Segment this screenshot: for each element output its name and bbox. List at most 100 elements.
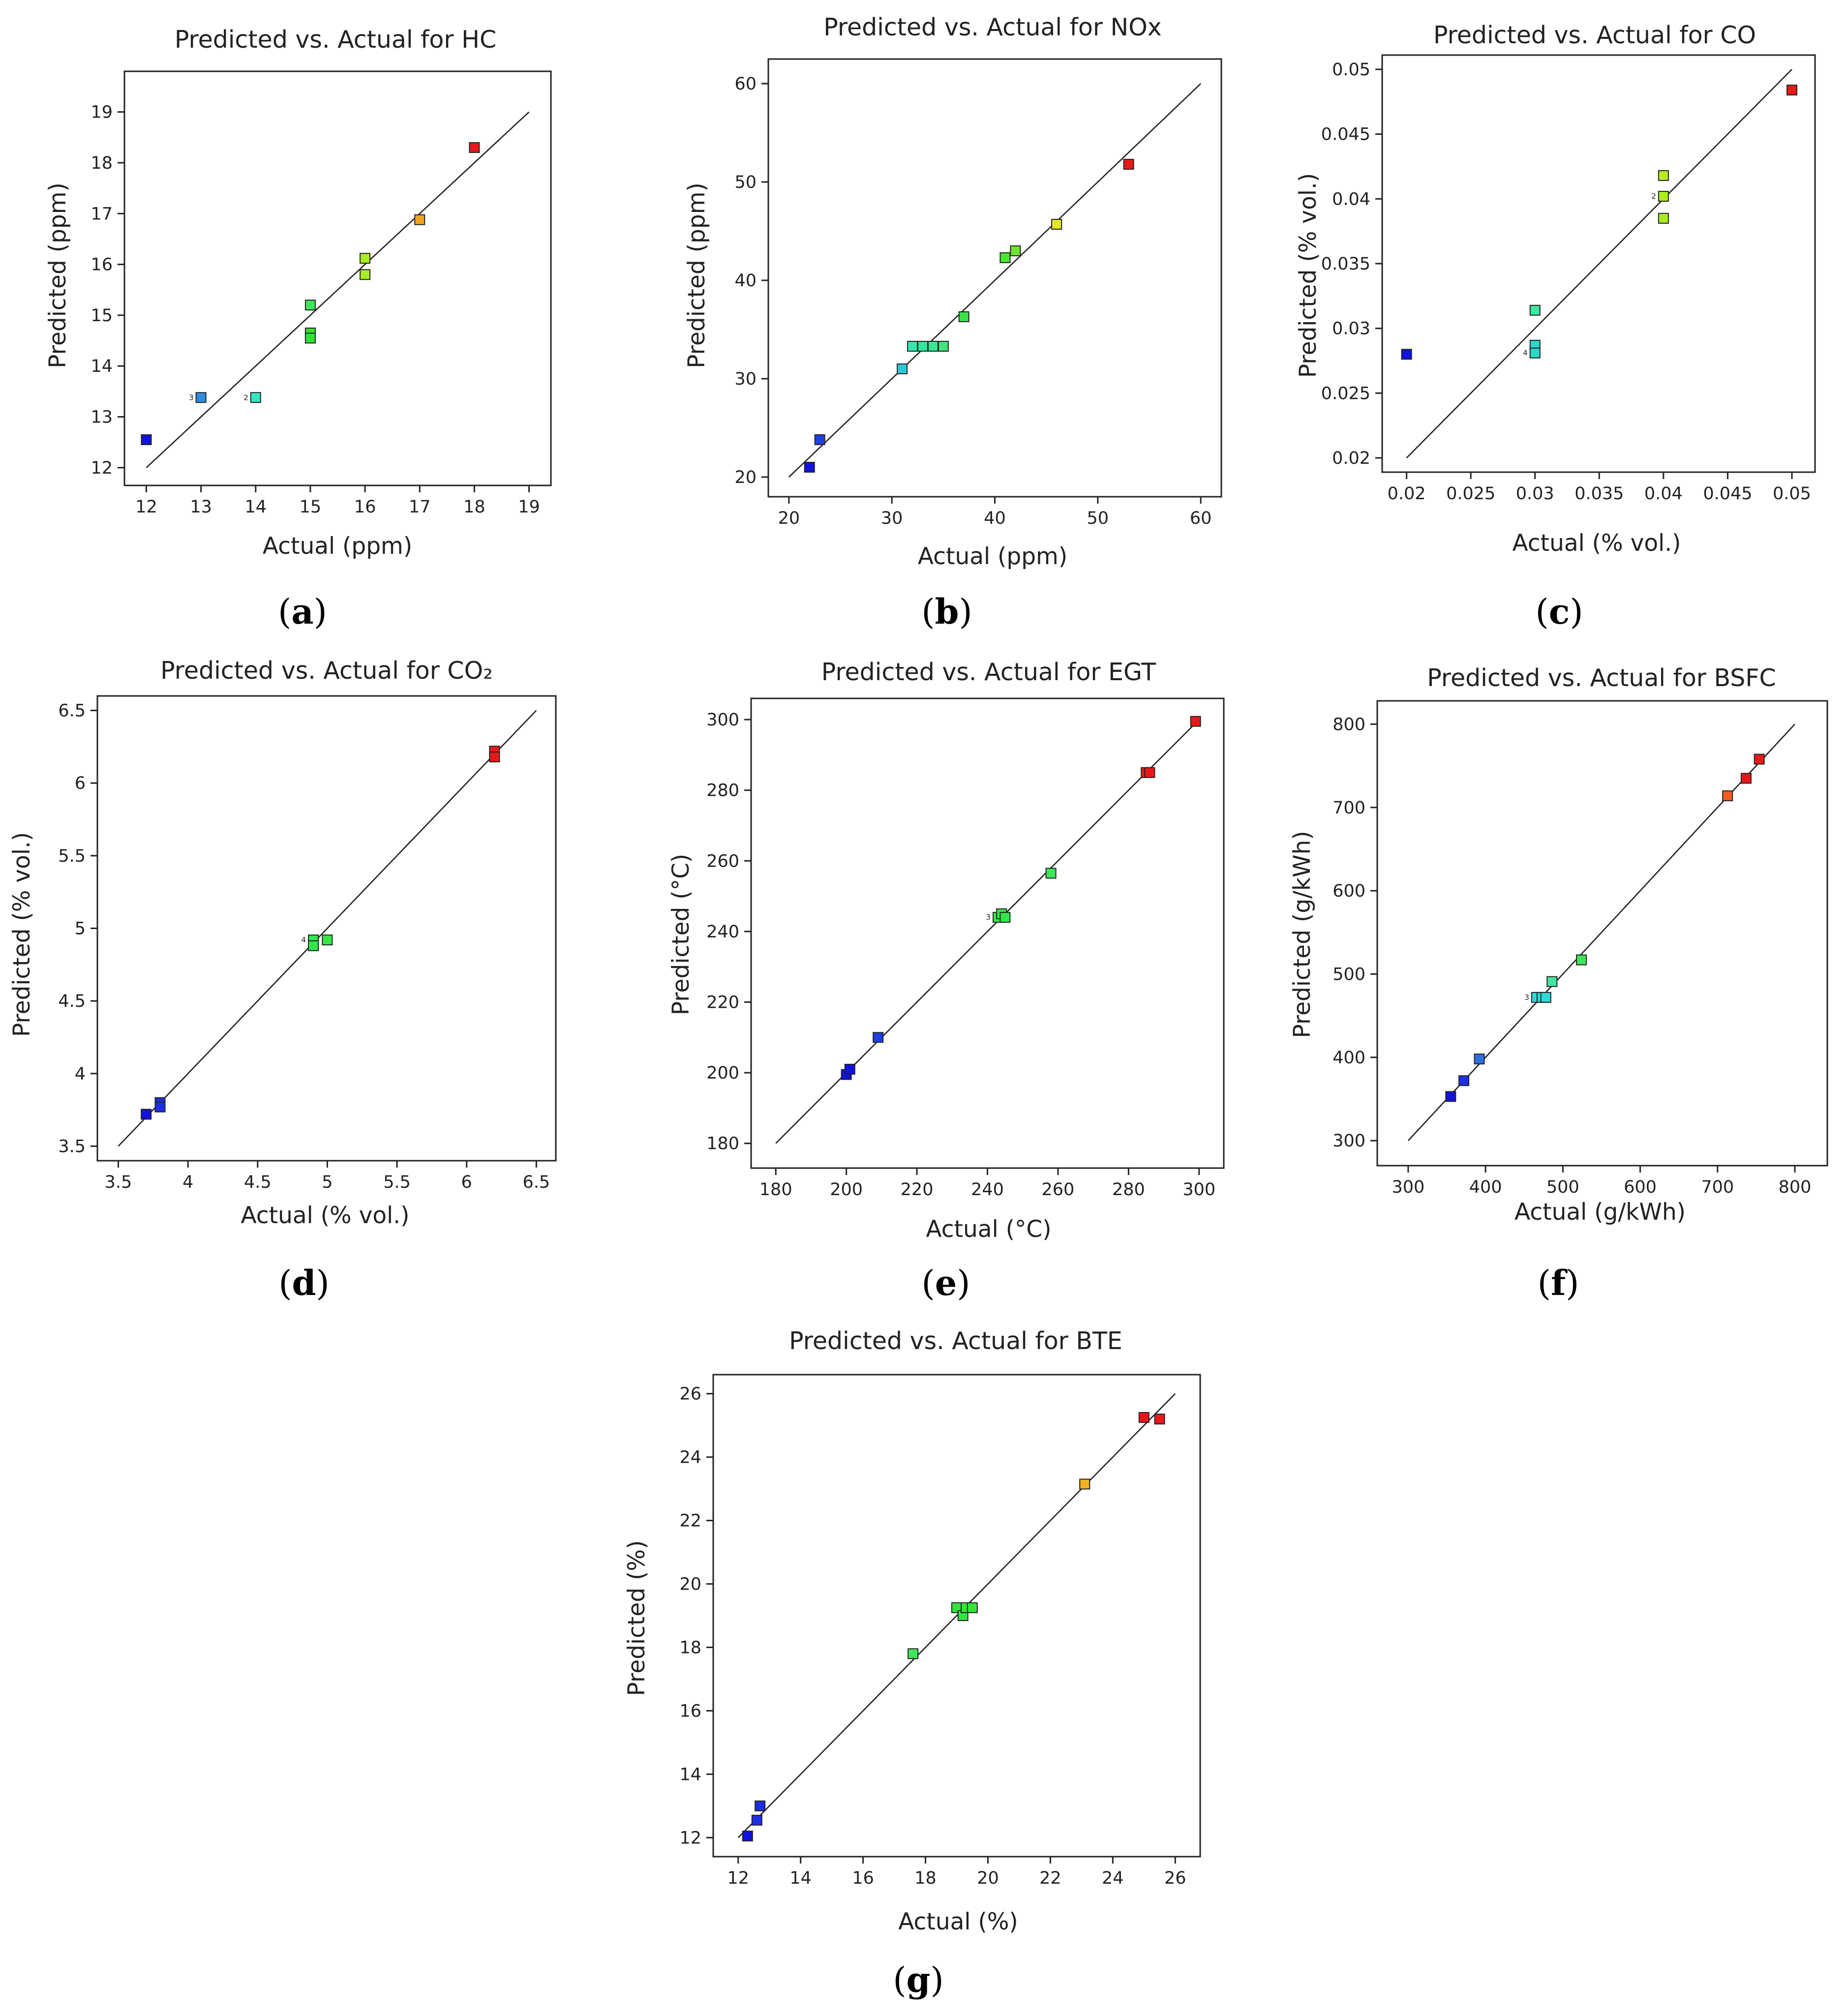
- y-tick-label: 17: [91, 204, 113, 224]
- y-tick-label: 280: [706, 781, 739, 801]
- data-point: [1154, 1414, 1165, 1425]
- data-point: [999, 912, 1011, 923]
- y-tick-label: 6.5: [58, 701, 86, 721]
- data-point: [489, 752, 500, 763]
- x-tick-label: 180: [759, 1180, 792, 1200]
- y-tick-label: 19: [91, 103, 113, 122]
- x-tick-label: 400: [1469, 1177, 1502, 1197]
- y-axis-label: Predicted (ppm): [683, 182, 710, 368]
- point-annotation: 4: [302, 935, 306, 944]
- data-point: [1190, 716, 1201, 727]
- chart-panel-f: Predicted vs. Actual for BSFC 300 400 500 60…: [1289, 664, 1828, 1303]
- x-tick-label: 18: [914, 1868, 937, 1888]
- data-point: [1546, 976, 1558, 987]
- data-point: [755, 1800, 766, 1811]
- x-tick-label: 26: [1164, 1868, 1186, 1888]
- y-tick-label: 0.045: [1321, 125, 1370, 145]
- reference-line: [737, 1393, 1176, 1838]
- x-tick-label: 14: [789, 1868, 812, 1888]
- data-point: [250, 392, 261, 403]
- x-axis-label: Actual (°C): [926, 1216, 1051, 1243]
- data-point: [1786, 85, 1797, 96]
- y-tick-label: 300: [706, 710, 739, 730]
- y-tick-label: 20: [734, 468, 757, 487]
- data-point: [999, 252, 1011, 263]
- y-tick-label: 500: [1332, 964, 1365, 984]
- y-tick-label: 16: [679, 1701, 701, 1721]
- data-point: [967, 1602, 978, 1613]
- x-axis-label: Actual (% vol.): [1512, 530, 1681, 557]
- chart-panel-a: Predicted vs. Actual for HC 12 13 14 15 16 17 1…: [44, 26, 552, 632]
- panel-letter: (a): [278, 591, 327, 632]
- panel-letter: (e): [921, 1263, 970, 1303]
- x-tick-label: 800: [1779, 1177, 1812, 1197]
- y-tick-label: 30: [734, 369, 757, 389]
- y-tick-label: 40: [734, 271, 757, 291]
- y-axis-label: Predicted (g/kWh): [1289, 831, 1316, 1038]
- x-tick-label: 4.5: [244, 1173, 272, 1192]
- x-tick-label: 40: [984, 509, 1006, 528]
- point-annotation: 3: [189, 393, 194, 402]
- y-tick-label: 6: [75, 774, 86, 793]
- data-point: [1658, 212, 1669, 224]
- y-axis-label: Predicted (°C): [667, 854, 695, 1016]
- point-annotation: 3: [986, 913, 991, 922]
- data-point: [908, 1648, 919, 1659]
- y-tick-label: 700: [1332, 798, 1365, 818]
- x-tick-label: 0.045: [1703, 484, 1752, 504]
- chart-panel-b: Predicted vs. Actual for NOx 20 30 40 50 60 20…: [683, 13, 1222, 632]
- y-tick-label: 12: [679, 1828, 701, 1848]
- data-point: [1474, 1053, 1485, 1065]
- y-tick-label: 800: [1332, 715, 1365, 734]
- data-point: [814, 434, 825, 445]
- data-point: [360, 269, 371, 280]
- y-tick-label: 50: [734, 173, 757, 192]
- x-tick-label: 0.04: [1644, 484, 1683, 504]
- chart-panel-e: Predicted vs. Actual for EGT 180 200 220 240…: [667, 658, 1225, 1303]
- x-tick-label: 5.5: [383, 1173, 411, 1192]
- x-tick-label: 12: [135, 497, 157, 517]
- data-point: [844, 1063, 855, 1075]
- data-point: [1658, 170, 1669, 181]
- y-tick-label: 15: [91, 306, 113, 326]
- x-tick-label: 260: [1042, 1180, 1075, 1200]
- data-point: [360, 253, 371, 264]
- x-tick-label: 0.025: [1446, 484, 1495, 504]
- data-point: [938, 341, 949, 352]
- x-tick-label: 6: [461, 1173, 472, 1192]
- x-tick-label: 15: [300, 497, 322, 517]
- y-tick-label: 300: [1332, 1131, 1365, 1151]
- x-axis-label: Actual (g/kWh): [1514, 1199, 1686, 1226]
- data-point: [154, 1101, 166, 1113]
- x-axis-label: Actual (%): [898, 1908, 1018, 1935]
- data-point: [322, 934, 333, 946]
- chart-title: Predicted vs. Actual for EGT: [821, 658, 1156, 686]
- y-tick-label: 0.035: [1321, 254, 1370, 274]
- y-tick-label: 0.03: [1332, 319, 1370, 339]
- y-tick-label: 600: [1332, 881, 1365, 901]
- plot-frame: [1376, 700, 1828, 1167]
- data-point: [141, 1109, 152, 1120]
- y-axis-label: Predicted (% vol.): [8, 832, 35, 1037]
- x-tick-label: 700: [1701, 1177, 1734, 1197]
- y-tick-label: 18: [91, 153, 113, 173]
- data-point: [308, 940, 319, 951]
- data-point: [1051, 219, 1062, 230]
- data-point: [1722, 790, 1733, 802]
- data-point: [742, 1831, 753, 1842]
- reference-line: [118, 710, 537, 1147]
- data-point: [1576, 954, 1587, 965]
- x-tick-label: 20: [778, 509, 800, 528]
- y-tick-label: 4.5: [58, 992, 86, 1011]
- y-tick-label: 3.5: [58, 1137, 86, 1156]
- data-point: [469, 142, 480, 153]
- x-axis-label: Actual (ppm): [918, 543, 1067, 570]
- data-point: [1010, 245, 1021, 256]
- y-tick-label: 22: [679, 1511, 701, 1531]
- y-tick-label: 220: [706, 993, 739, 1013]
- data-point: [1658, 191, 1669, 202]
- data-point: [751, 1814, 762, 1826]
- x-tick-label: 220: [901, 1180, 934, 1200]
- chart-title: Predicted vs. Actual for HC: [175, 26, 496, 54]
- x-tick-label: 4: [182, 1173, 193, 1192]
